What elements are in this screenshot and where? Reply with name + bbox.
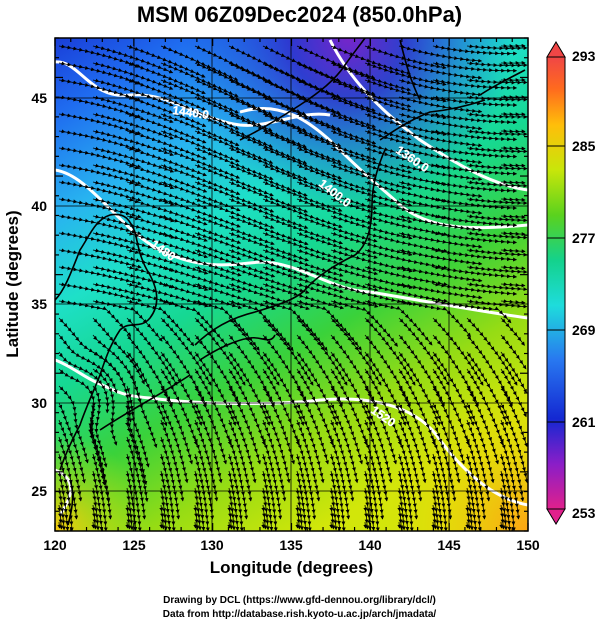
streamline xyxy=(466,231,528,240)
colorbar-tick-label: 261 xyxy=(572,414,596,430)
colorbar-tick-label: 253 xyxy=(572,505,596,521)
x-tick-label: 120 xyxy=(43,537,67,553)
streamline xyxy=(466,146,528,154)
streamline xyxy=(466,197,528,206)
streamline xyxy=(466,180,528,188)
streamline xyxy=(432,163,518,176)
y-tick-label: 30 xyxy=(31,395,47,411)
colorbar-bar xyxy=(546,56,566,510)
streamline xyxy=(432,146,518,159)
streamline xyxy=(329,521,334,529)
streamline xyxy=(397,521,402,529)
streamline xyxy=(466,214,528,223)
y-axis-label: Latitude (degrees) xyxy=(3,210,22,358)
coastlines xyxy=(55,38,526,526)
x-tick-label: 125 xyxy=(122,537,146,553)
x-tick-label: 150 xyxy=(516,537,540,553)
streamline xyxy=(500,180,526,185)
colorbar: 293 285 277 269 261 253 xyxy=(546,41,596,525)
colorbar-tick-label: 277 xyxy=(572,230,596,246)
x-tick-label: 130 xyxy=(200,537,224,553)
streamline xyxy=(500,146,526,151)
streamline xyxy=(466,282,528,292)
streamline xyxy=(57,521,62,529)
streamline xyxy=(500,231,526,237)
streamline xyxy=(466,265,528,274)
streamline xyxy=(465,521,470,529)
credit-drawing: Drawing by DCL (https://www.gfd-dennou.o… xyxy=(163,595,436,606)
streamline xyxy=(295,521,300,529)
streamline xyxy=(193,521,198,529)
temperature-field xyxy=(55,38,528,531)
y-tick-labels: 25 30 35 40 45 xyxy=(31,90,47,499)
colorbar-top-arrow xyxy=(546,41,566,58)
streamline xyxy=(499,521,504,529)
colorbar-ticks xyxy=(547,145,565,423)
streamline xyxy=(125,521,130,529)
y-tick-label: 25 xyxy=(31,483,47,499)
map-title: MSM 06Z09Dec2024 (850.0hPa) xyxy=(136,2,463,27)
streamline xyxy=(500,163,526,168)
streamline xyxy=(398,44,483,63)
streamline xyxy=(500,265,526,271)
x-tick-labels: 120 125 130 135 140 145 150 xyxy=(43,537,540,553)
streamline xyxy=(500,214,526,219)
y-tick-label: 40 xyxy=(31,198,47,214)
streamline xyxy=(159,521,164,529)
y-tick-label: 45 xyxy=(31,90,47,106)
gridlines xyxy=(55,38,528,531)
streamline xyxy=(500,197,526,202)
streamline xyxy=(432,112,518,125)
streamline xyxy=(432,61,518,73)
streamline xyxy=(432,78,518,90)
x-tick-label: 140 xyxy=(358,537,382,553)
streamline xyxy=(500,248,526,254)
streamline xyxy=(466,163,528,171)
x-tick-label: 145 xyxy=(437,537,461,553)
streamline xyxy=(466,44,528,51)
streamline xyxy=(91,521,96,529)
y-tick-label: 35 xyxy=(31,296,47,312)
streamline xyxy=(261,521,266,529)
colorbar-tick-label: 293 xyxy=(572,48,596,64)
tick-marks xyxy=(54,37,529,532)
streamline xyxy=(92,368,118,446)
streamline xyxy=(432,197,518,210)
streamline xyxy=(466,112,528,119)
contour-label: 1440.0 xyxy=(172,103,211,122)
colorbar-tick-label: 285 xyxy=(572,138,596,154)
streamline xyxy=(500,282,526,288)
colorbar-tick-label: 269 xyxy=(572,322,596,338)
credit-data: Data from http://database.rish.kyoto-u.a… xyxy=(162,609,437,620)
streamline xyxy=(500,299,526,305)
colorbar-bottom-arrow xyxy=(546,508,566,525)
streamline xyxy=(466,78,528,85)
streamline xyxy=(432,180,518,193)
x-tick-label: 135 xyxy=(279,537,303,553)
streamline xyxy=(432,129,518,142)
streamline xyxy=(227,521,232,529)
streamline xyxy=(466,248,528,257)
streamline xyxy=(466,129,528,137)
wind-streamlines xyxy=(57,43,528,531)
streamline xyxy=(466,61,528,68)
streamline xyxy=(432,44,518,56)
x-axis-label: Longitude (degrees) xyxy=(209,558,374,577)
streamline xyxy=(363,521,368,529)
